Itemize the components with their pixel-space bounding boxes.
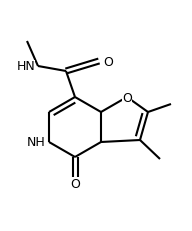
Text: O: O [70, 177, 80, 190]
Text: O: O [103, 55, 113, 68]
Text: O: O [122, 91, 132, 104]
Text: HN: HN [16, 60, 35, 73]
Text: NH: NH [27, 136, 46, 149]
